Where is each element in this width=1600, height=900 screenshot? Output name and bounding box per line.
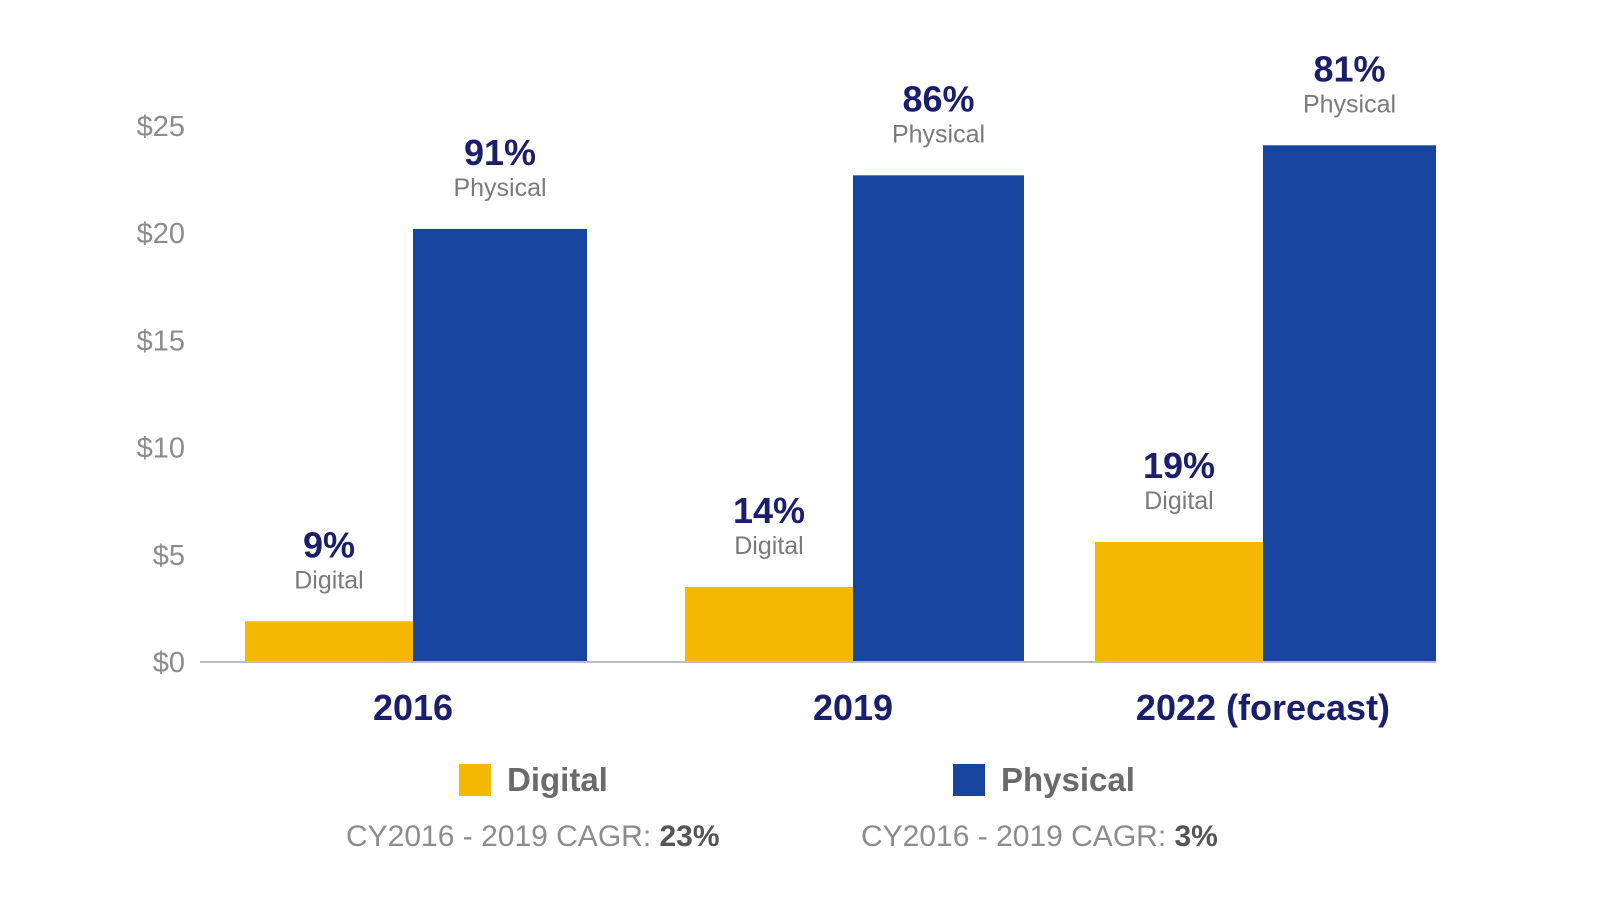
bar-share-label-digital: 14%: [733, 490, 805, 531]
bar-physical: [1263, 145, 1436, 662]
cagr-digital-value: 23%: [659, 820, 720, 853]
bar-share-label-digital: 19%: [1143, 445, 1215, 486]
y-tick-label: $15: [137, 325, 185, 357]
bar-kind-label-digital: Digital: [294, 566, 363, 594]
category-labels: 2016 2019 2022 (forecast): [373, 687, 1390, 728]
bar-kind-label-digital: Digital: [1144, 487, 1213, 515]
y-tick-label: $10: [137, 433, 185, 465]
y-tick-label: $5: [153, 540, 185, 572]
category-label: 2022 (forecast): [1136, 687, 1390, 728]
y-tick-label: $20: [137, 218, 185, 250]
cagr-physical-value: 3%: [1174, 820, 1218, 853]
legend-swatch-physical: [953, 764, 985, 796]
bar-digital: [245, 621, 413, 662]
bar-digital: [1095, 541, 1263, 662]
legend-label-digital: Digital: [507, 761, 608, 798]
bar-physical: [413, 228, 587, 663]
legend-label-physical: Physical: [1001, 761, 1135, 798]
bar-labels: 9%Digital91%Physical14%Digital86%Physica…: [294, 48, 1396, 594]
cagr-digital: CY2016 - 2019 CAGR: 23%: [346, 820, 720, 854]
bar-share-label-physical: 86%: [902, 78, 974, 119]
cagr-physical: CY2016 - 2019 CAGR: 3%: [861, 820, 1218, 854]
bar-kind-label-physical: Physical: [1303, 90, 1396, 118]
bar-kind-label-physical: Physical: [453, 174, 546, 202]
legend-swatch-digital: [459, 764, 491, 796]
category-label: 2016: [373, 687, 453, 728]
legend-item-physical: Physical: [953, 760, 1135, 800]
y-tick-label: $25: [137, 111, 185, 143]
y-tick-label: $0: [153, 647, 185, 679]
bar-share-label-digital: 9%: [303, 524, 355, 565]
y-axis-ticks: $0 $5 $10 $15 $20 $25: [137, 111, 185, 679]
cagr-digital-text: CY2016 - 2019 CAGR:: [346, 820, 660, 853]
bar-kind-label-physical: Physical: [892, 120, 985, 148]
bar-share-label-physical: 81%: [1313, 48, 1385, 89]
bar-kind-label-digital: Digital: [734, 532, 803, 560]
legend-item-digital: Digital: [459, 760, 608, 800]
bar-digital: [685, 586, 853, 662]
bars: [245, 145, 1436, 663]
cagr-physical-text: CY2016 - 2019 CAGR:: [861, 820, 1175, 853]
bar-physical: [853, 175, 1024, 662]
bar-share-label-physical: 91%: [464, 132, 536, 173]
category-label: 2019: [813, 687, 893, 728]
